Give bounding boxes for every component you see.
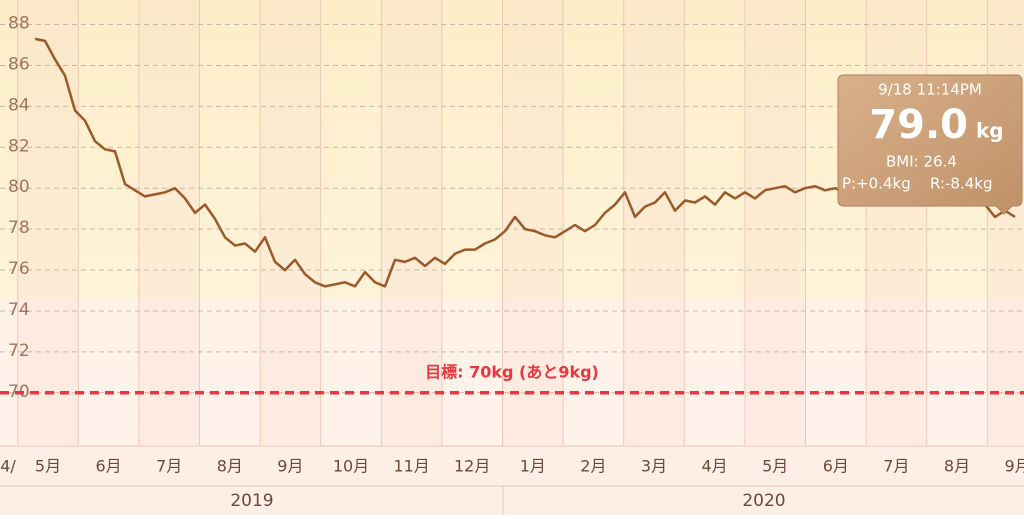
- month-label: 7月: [883, 457, 909, 476]
- y-tick-label: 78: [8, 218, 30, 238]
- month-stripe: [381, 0, 442, 446]
- y-tick-label: 76: [8, 259, 30, 279]
- month-label: 1月: [520, 457, 546, 476]
- tooltip: 9/18 11:14PM 79.0 kg BMI: 26.4 P:+0.4kg …: [837, 74, 1023, 215]
- month-label: 12月: [454, 457, 490, 476]
- month-label: 7月: [156, 457, 182, 476]
- month-label: 9月: [277, 457, 303, 476]
- tooltip-datetime: 9/18 11:14PM: [878, 81, 982, 99]
- month-stripe: [987, 0, 1024, 446]
- tooltip-r: R:-8.4kg: [930, 175, 993, 193]
- month-label: 11月: [393, 457, 429, 476]
- lower-zone: [0, 300, 1024, 446]
- y-tick-label: 80: [8, 177, 30, 197]
- month-label: 5月: [762, 457, 788, 476]
- month-label: 8月: [944, 457, 970, 476]
- tooltip-unit: kg: [976, 119, 1004, 143]
- month-stripe: [260, 0, 321, 446]
- year-label: 2019: [230, 491, 273, 511]
- y-tick-label: 82: [8, 136, 30, 156]
- year-label: 2020: [742, 491, 785, 511]
- y-tick-label: 88: [8, 14, 30, 34]
- month-stripe: [138, 0, 200, 446]
- month-stripe: [17, 0, 79, 446]
- month-label: 5月: [35, 457, 61, 476]
- y-tick-label: 74: [8, 300, 30, 320]
- tooltip-p: P:+0.4kg: [842, 175, 911, 193]
- month-stripe: [866, 0, 927, 446]
- tooltip-box: [837, 74, 1023, 215]
- month-label: 4/: [0, 457, 16, 476]
- month-stripe: [744, 0, 806, 446]
- axis-strip: [0, 446, 1024, 515]
- month-label: 6月: [96, 457, 122, 476]
- tooltip-weight: 79.0: [869, 102, 968, 148]
- month-label: 10月: [333, 457, 369, 476]
- month-label: 8月: [217, 457, 243, 476]
- month-stripe: [623, 0, 685, 446]
- month-label: 6月: [823, 457, 849, 476]
- month-stripe: [502, 0, 564, 446]
- month-label: 4月: [702, 457, 728, 476]
- month-label: 9月: [1005, 457, 1024, 476]
- tooltip-bmi: BMI: 26.4: [886, 153, 957, 171]
- y-tick-label: 72: [8, 341, 30, 361]
- y-tick-label: 84: [8, 95, 30, 115]
- goal-label: 目標: 70kg (あと9kg): [425, 362, 599, 381]
- y-tick-label: 86: [8, 54, 30, 74]
- month-label: 3月: [641, 457, 667, 476]
- month-label: 2月: [580, 457, 606, 476]
